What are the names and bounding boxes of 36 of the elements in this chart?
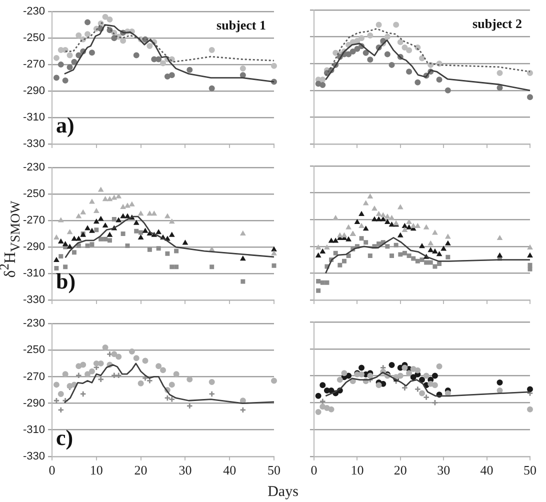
y-tick-label: -250 bbox=[22, 344, 46, 356]
chart-title: subject 2 bbox=[472, 16, 522, 31]
x-tick-label: 20 bbox=[134, 462, 148, 478]
annotation: c) bbox=[56, 425, 74, 450]
x-tick-label: 50 bbox=[524, 462, 536, 478]
y-tick-label: -310 bbox=[22, 112, 46, 124]
y-tick-label: -310 bbox=[22, 424, 46, 436]
y-tick-label: -270 bbox=[22, 214, 46, 227]
x-tick-label: 40 bbox=[480, 462, 494, 478]
y-tick-label: -290 bbox=[22, 85, 46, 98]
x-tick-label: 0 bbox=[48, 462, 56, 478]
x-axis-title: Days bbox=[266, 484, 300, 501]
y-tick-label: -230 bbox=[22, 162, 46, 174]
x-tick-label: 30 bbox=[178, 462, 192, 478]
y-tick-label: -270 bbox=[22, 58, 46, 71]
y-tick-label: -230 bbox=[22, 6, 46, 18]
y-tick-label: -310 bbox=[22, 268, 46, 280]
y-tick-label: -230 bbox=[22, 318, 46, 330]
x-tick-label: 0 bbox=[310, 462, 318, 478]
y-tick-label: -290 bbox=[22, 241, 46, 254]
x-tick-label: 50 bbox=[268, 462, 280, 478]
y-tick-label: -330 bbox=[22, 138, 46, 150]
x-tick-label: 10 bbox=[90, 462, 103, 478]
y-tick-label: -250 bbox=[22, 188, 46, 200]
y-tick-label: -330 bbox=[22, 294, 46, 306]
y-tick-label: -270 bbox=[22, 370, 46, 383]
y-tick-label: -290 bbox=[22, 397, 46, 410]
y-tick-label: -250 bbox=[22, 32, 46, 44]
x-tick-label: 40 bbox=[223, 462, 236, 478]
y-tick-label: -330 bbox=[22, 450, 46, 462]
x-tick-label: 30 bbox=[437, 462, 450, 478]
annotation: a) bbox=[56, 112, 74, 138]
x-tick-label: 20 bbox=[394, 462, 407, 478]
text: subject 1 bbox=[216, 17, 266, 32]
x-tick-label: 10 bbox=[350, 462, 364, 478]
annotation: b) bbox=[56, 268, 76, 294]
